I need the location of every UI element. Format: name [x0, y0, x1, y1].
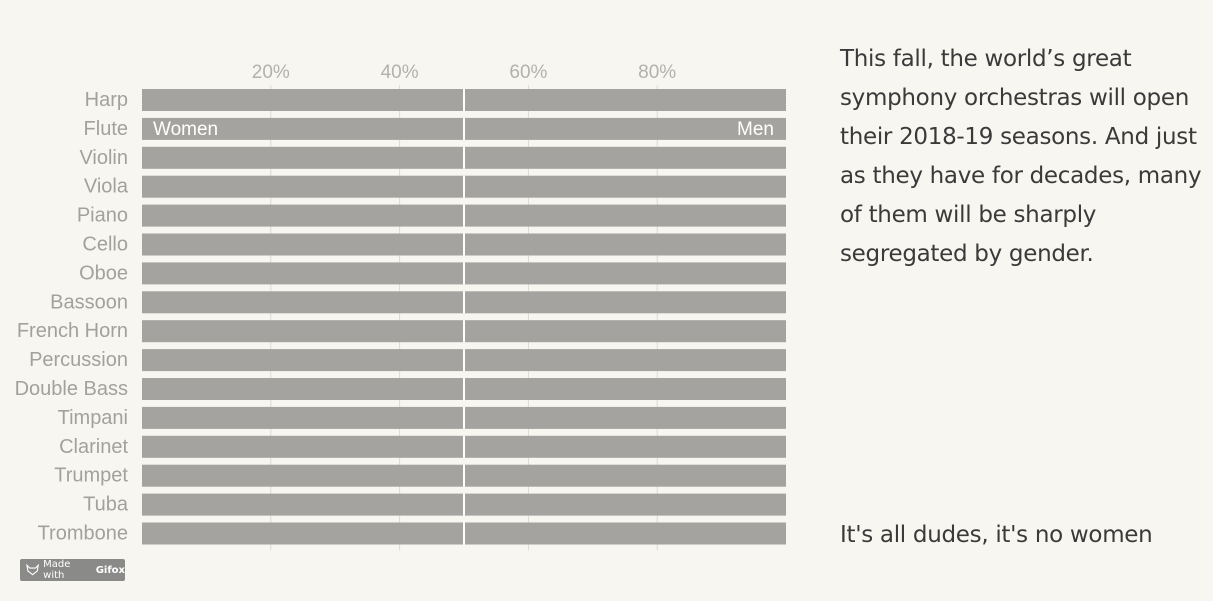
category-label: Trumpet [54, 465, 128, 487]
bar-men [464, 146, 786, 169]
bar-men [464, 406, 786, 429]
badge-prefix: Made with [43, 559, 71, 581]
bar-women [142, 262, 464, 285]
category-label: Percussion [29, 349, 128, 371]
bar-men [464, 262, 786, 285]
category-label: Violin [79, 147, 128, 169]
category-label: Timpani [58, 407, 128, 429]
category-label: Flute [84, 118, 128, 140]
bar-women [142, 175, 464, 198]
category-label: Viola [84, 176, 129, 198]
bar-men [464, 378, 786, 400]
bar-women [142, 435, 464, 458]
category-label: Clarinet [59, 436, 128, 458]
bar-women [142, 146, 464, 169]
series-label-women: Women [153, 119, 218, 140]
bar-women [142, 117, 464, 140]
bar-men [464, 204, 786, 227]
bar-women [142, 233, 464, 256]
category-label: Harp [85, 89, 128, 111]
bar-women [142, 493, 464, 516]
made-with-gifox-badge[interactable]: Made with Gifox [20, 559, 125, 581]
category-label: Oboe [79, 262, 128, 284]
x-tick-label: 20% [252, 62, 290, 83]
bar-women [142, 320, 464, 343]
category-label: Double Bass [15, 378, 128, 400]
bar-women [142, 406, 464, 429]
bar-men [464, 175, 786, 198]
narrative-caption: It's all dudes, it's no women [840, 522, 1153, 548]
bar-men [464, 291, 786, 314]
x-tick-label: 80% [638, 62, 676, 83]
category-label: Tuba [83, 494, 129, 516]
orchestra-gender-chart: 20% 40% 60% 80% Harp Flute Violin Viola Piano Cel… [15, 62, 786, 551]
bar-men [464, 89, 786, 111]
category-label: Bassoon [50, 291, 128, 313]
bar-women [142, 204, 464, 227]
bar-men [464, 349, 786, 372]
badge-brand: Gifox [95, 564, 125, 576]
bar-men [464, 522, 786, 545]
bar-women [142, 349, 464, 372]
bar-men [464, 435, 786, 458]
category-label: Cello [82, 234, 128, 256]
x-tick-label: 40% [381, 62, 419, 83]
bar-men [464, 464, 786, 487]
bar-women [142, 89, 464, 111]
category-label: Piano [77, 205, 128, 227]
bar-women [142, 464, 464, 487]
narrative-intro: This fall, the world’s great symphony or… [840, 46, 1202, 267]
fox-icon [26, 564, 40, 576]
bar-women [142, 378, 464, 400]
bar-men [464, 233, 786, 256]
category-label: French Horn [17, 320, 128, 342]
bar-women [142, 522, 464, 545]
bar-women [142, 291, 464, 314]
x-tick-label: 60% [509, 62, 547, 83]
series-label-men: Men [737, 119, 774, 140]
bar-men [464, 493, 786, 516]
bar-men [464, 117, 786, 140]
bar-men [464, 320, 786, 343]
category-label: Trombone [38, 523, 128, 545]
